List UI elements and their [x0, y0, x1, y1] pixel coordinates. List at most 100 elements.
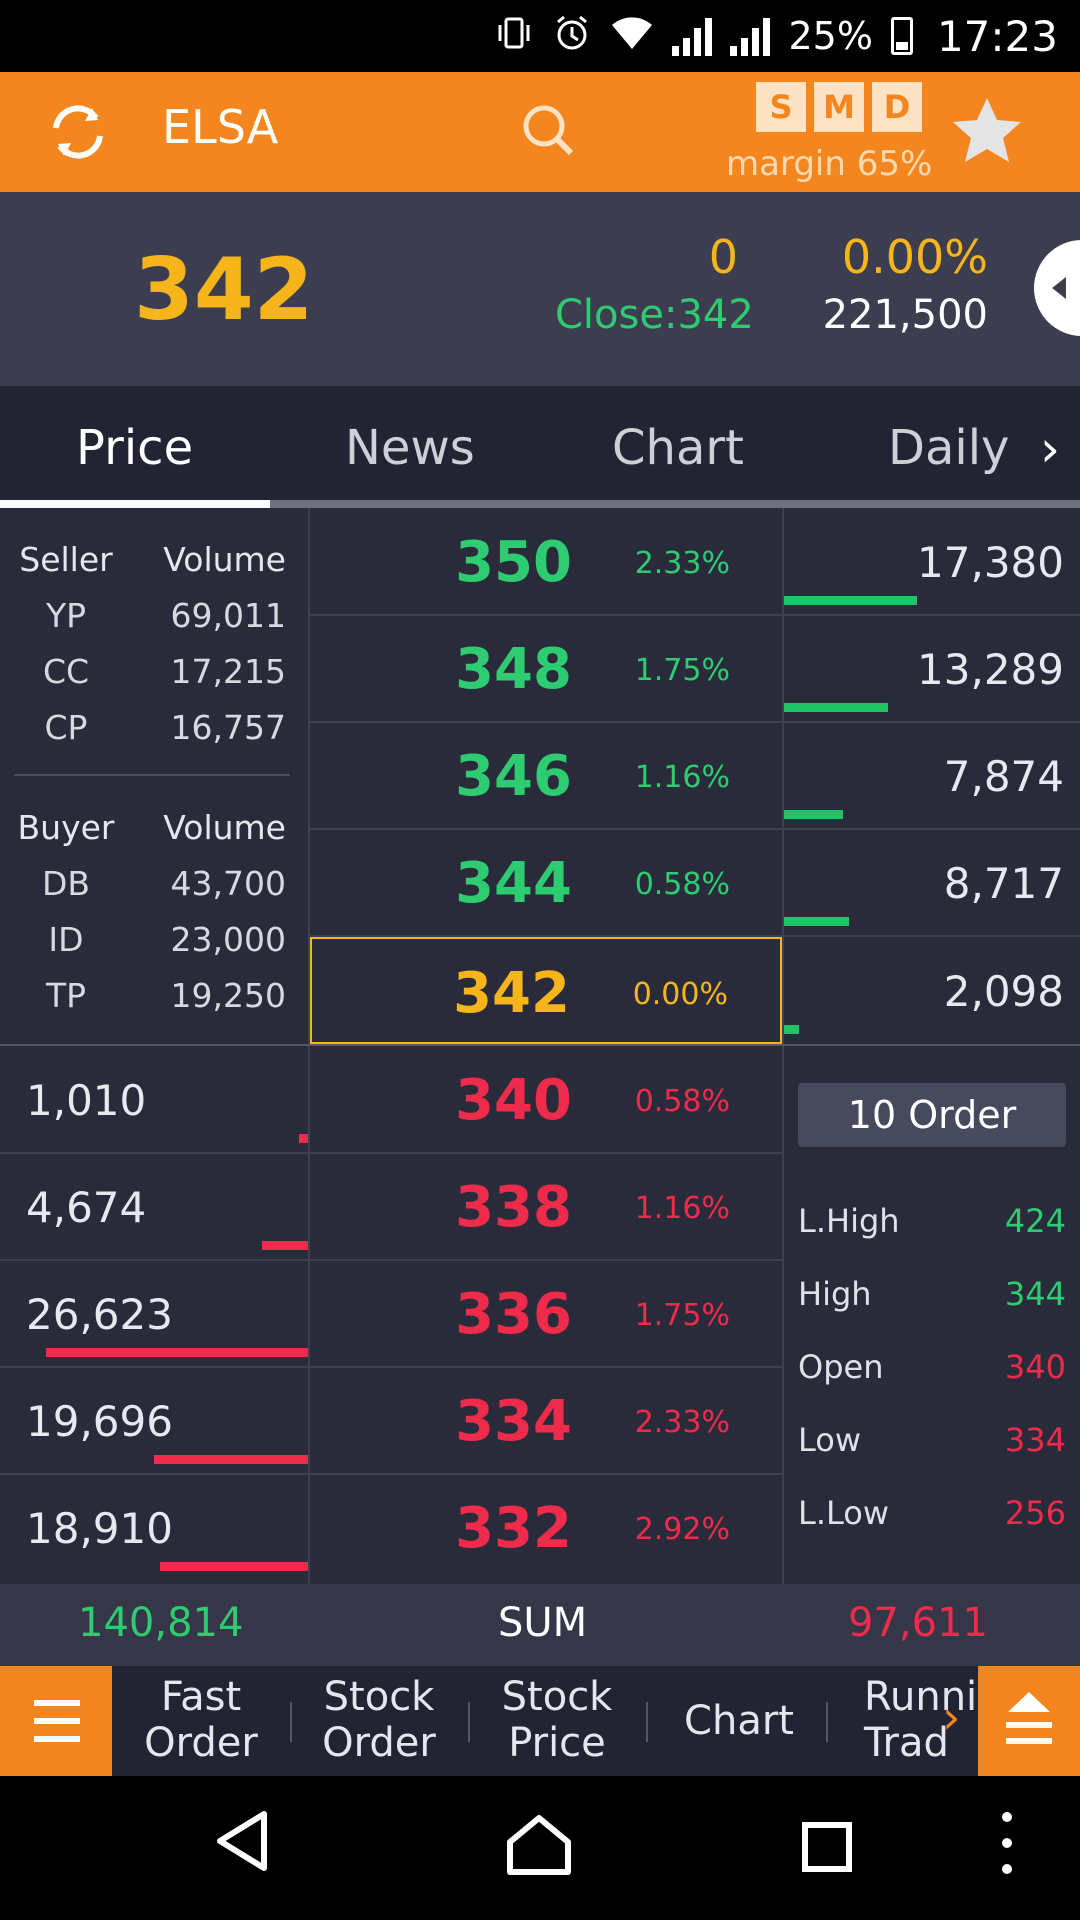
- bid-volume: 26,623: [26, 1290, 173, 1339]
- close-price: Close:342: [555, 292, 754, 338]
- current-price-row[interactable]: 342 0.00%: [310, 937, 782, 1044]
- broker-volume: 16,757: [170, 708, 286, 747]
- nav-label: Order: [144, 1720, 258, 1766]
- nav-running-trade[interactable]: Runni Trad: [828, 1674, 998, 1766]
- home-icon[interactable]: [504, 1812, 574, 1878]
- app-header: ELSA S M D margin 65%: [0, 72, 1080, 192]
- stat-label: Low: [798, 1421, 862, 1459]
- order-depth-button[interactable]: 10 Order: [798, 1083, 1066, 1147]
- stat-value: 344: [1004, 1275, 1066, 1313]
- bid-volume-row[interactable]: 18,910: [0, 1474, 308, 1581]
- bid-price-row[interactable]: 338 1.16%: [310, 1153, 782, 1260]
- recent-apps-icon[interactable]: [802, 1822, 852, 1872]
- signal-icon: [672, 16, 713, 56]
- tab-price[interactable]: Price: [76, 420, 194, 476]
- broker-volume: 69,011: [170, 596, 286, 635]
- ask-price: 350: [455, 530, 572, 595]
- nav-fast-order[interactable]: Fast Order: [116, 1674, 286, 1766]
- sum-label: SUM: [498, 1600, 588, 1646]
- refresh-icon[interactable]: [44, 98, 112, 166]
- nav-label: Fast: [160, 1674, 242, 1720]
- ask-volume-bar: [784, 1025, 799, 1034]
- divider: [308, 508, 310, 1584]
- back-icon[interactable]: [212, 1808, 272, 1874]
- ask-price-row[interactable]: 346 1.16%: [310, 722, 782, 829]
- divider: [310, 828, 1080, 830]
- divider: [0, 1366, 782, 1368]
- broker-code: DB: [41, 864, 91, 903]
- bid-volume-bar: [154, 1455, 308, 1464]
- stat-label: Open: [798, 1348, 884, 1386]
- ask-volume: 17,380: [917, 538, 1064, 587]
- more-vert-icon[interactable]: [1002, 1812, 1012, 1890]
- divider: [310, 935, 1080, 937]
- divider: [782, 508, 784, 1584]
- quote-panel: 342 0 0.00% Close:342 221,500: [0, 192, 1080, 386]
- stat-row: L.High 424: [798, 1202, 1066, 1240]
- bid-volume-row[interactable]: 19,696: [0, 1367, 308, 1474]
- seller-volume-col-label: Volume: [163, 540, 286, 579]
- tab-bar: Price News Chart Daily ›: [0, 386, 1080, 508]
- tab-daily[interactable]: Daily: [888, 420, 1010, 476]
- tab-news[interactable]: News: [345, 420, 475, 476]
- search-icon[interactable]: [518, 100, 578, 160]
- ask-volume-row[interactable]: 2,098: [784, 937, 1080, 1044]
- alarm-icon: [552, 13, 592, 59]
- bid-price-row[interactable]: 340 0.58%: [310, 1046, 782, 1153]
- badge-d: D: [872, 82, 922, 132]
- bid-price-row[interactable]: 334 2.33%: [310, 1367, 782, 1474]
- stat-value: 340: [1004, 1348, 1066, 1386]
- nav-label: Order: [322, 1720, 436, 1766]
- ask-price-row[interactable]: 350 2.33%: [310, 508, 782, 615]
- side-panel-toggle[interactable]: [1034, 240, 1080, 336]
- bid-volume: 18,910: [26, 1504, 173, 1553]
- ask-price-row[interactable]: 348 1.75%: [310, 615, 782, 722]
- menu-icon[interactable]: [0, 1666, 112, 1776]
- signal-icon: [730, 16, 771, 56]
- ask-price-row[interactable]: 344 0.58%: [310, 829, 782, 936]
- eject-up-icon[interactable]: [978, 1666, 1080, 1776]
- ask-volume-row[interactable]: 8,717: [784, 829, 1080, 936]
- nav-stock-order[interactable]: Stock Order: [294, 1674, 464, 1766]
- status-bar: 25% 17:23: [0, 0, 1080, 72]
- wifi-icon: [610, 13, 654, 59]
- ask-volume-bar: [784, 703, 888, 712]
- stat-label: L.Low: [798, 1494, 890, 1532]
- ask-volume-row[interactable]: 7,874: [784, 722, 1080, 829]
- bid-price-row[interactable]: 336 1.75%: [310, 1260, 782, 1367]
- bid-volume-bar: [299, 1134, 308, 1143]
- broker-code: CP: [44, 708, 88, 747]
- bid-volume-row[interactable]: 4,674: [0, 1153, 308, 1260]
- bid-percent: 0.58%: [634, 1084, 730, 1119]
- nav-label: Price: [508, 1720, 606, 1766]
- broker-summary: Seller Volume YP 69,011 CC 17,215 CP 16,…: [0, 508, 308, 1046]
- bid-volume: 1,010: [26, 1076, 147, 1125]
- bid-price: 334: [455, 1389, 572, 1454]
- ask-volume-row[interactable]: 13,289: [784, 615, 1080, 722]
- chevron-right-icon[interactable]: ›: [942, 1690, 961, 1744]
- sum-ask-volume: 140,814: [78, 1600, 244, 1646]
- total-volume: 221,500: [822, 292, 988, 338]
- bid-price-row[interactable]: 332 2.92%: [310, 1474, 782, 1581]
- bid-percent: 1.75%: [634, 1298, 730, 1333]
- broker-code: CC: [42, 652, 90, 691]
- tab-chart[interactable]: Chart: [612, 420, 744, 476]
- nav-chart[interactable]: Chart: [654, 1698, 824, 1744]
- nav-stock-price[interactable]: Stock Price: [472, 1674, 642, 1766]
- broker-volume: 17,215: [170, 652, 286, 691]
- broker-volume: 43,700: [170, 864, 286, 903]
- star-icon[interactable]: [950, 94, 1024, 168]
- stat-row: L.Low 256: [798, 1494, 1066, 1532]
- bid-volume: 19,696: [26, 1397, 173, 1446]
- ask-volume-row[interactable]: 17,380: [784, 508, 1080, 615]
- chevron-right-icon[interactable]: ›: [1040, 420, 1060, 478]
- nav-divider: [826, 1702, 828, 1742]
- clock: 17:23: [936, 11, 1058, 61]
- badge-m: M: [814, 82, 864, 132]
- ask-volume-bar: [784, 596, 917, 605]
- bid-price: 332: [455, 1496, 572, 1561]
- bid-volume-row[interactable]: 26,623: [0, 1260, 308, 1367]
- ticker-symbol[interactable]: ELSA: [162, 100, 279, 154]
- bid-volume-row[interactable]: 1,010: [0, 1046, 308, 1153]
- nav-label: Stock: [501, 1674, 613, 1720]
